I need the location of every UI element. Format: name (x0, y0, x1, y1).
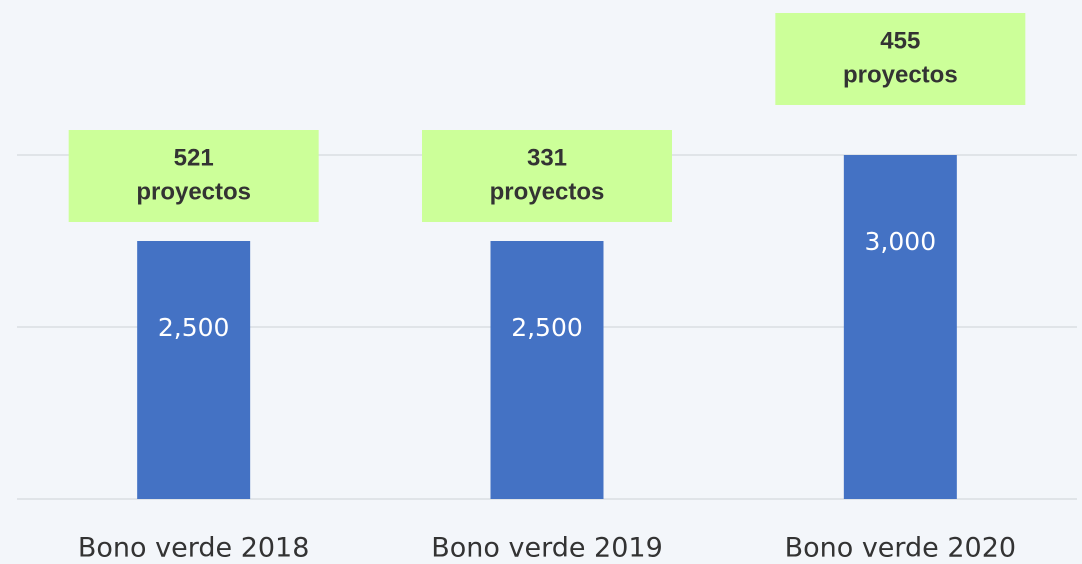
value-label: 3,000 (865, 227, 937, 256)
x-tick-label: Bono verde 2019 (431, 533, 663, 564)
annotation: 521 (174, 144, 214, 171)
value-label: 2,500 (158, 313, 230, 342)
x-tick-label: Bono verde 2018 (78, 533, 310, 564)
annotation: proyectos (490, 178, 605, 205)
bar (137, 241, 251, 499)
annotation: 455 (880, 27, 920, 54)
value-label: 2,500 (511, 313, 583, 342)
annotation: 331 (527, 144, 567, 171)
annotation: proyectos (843, 61, 958, 88)
bar (843, 155, 957, 499)
x-tick-label: Bono verde 2020 (785, 533, 1017, 564)
annotation: proyectos (136, 178, 251, 205)
bar (490, 241, 604, 499)
annotation-box (775, 13, 1026, 105)
annotation-box (68, 130, 319, 222)
annotation-box (422, 130, 672, 222)
